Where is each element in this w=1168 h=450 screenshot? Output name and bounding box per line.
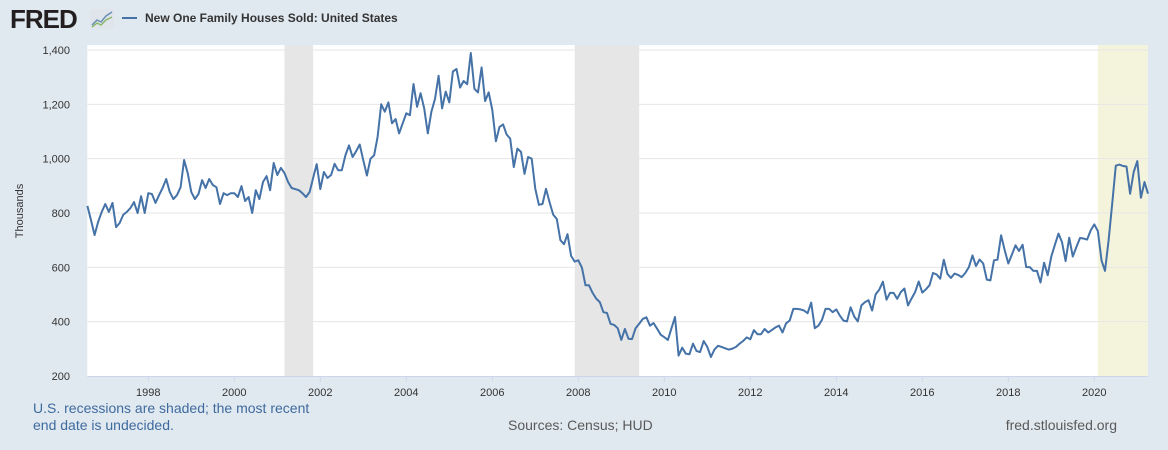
legend: New One Family Houses Sold: United State… (122, 11, 398, 25)
recession-band (574, 45, 640, 377)
x-tick-label: 2014 (824, 387, 848, 399)
y-tick-label: 1,000 (42, 154, 70, 166)
y-tick-label: 200 (52, 371, 70, 383)
y-tick-label: 1,400 (42, 45, 70, 57)
recession-band (284, 45, 314, 377)
x-tick-label: 2018 (996, 387, 1020, 399)
y-tick-label: 1,200 (42, 99, 70, 111)
legend-label: New One Family Houses Sold: United State… (145, 11, 398, 25)
fred-logo[interactable]: FRED (10, 4, 78, 34)
recession-note: U.S. recessions are shaded; the most rec… (33, 400, 310, 433)
sources-text: Sources: Census; HUD (508, 417, 653, 433)
line-chart-icon (90, 9, 114, 29)
x-tick-label: 2010 (652, 387, 676, 399)
x-tick-label: 2002 (308, 387, 332, 399)
x-tick-label: 2020 (1082, 387, 1106, 399)
x-tick-label: 2016 (910, 387, 934, 399)
y-tick-label: 600 (52, 262, 70, 274)
y-axis-label: Thousands (14, 183, 27, 239)
recession-band (1097, 45, 1148, 377)
x-tick-label: 1998 (136, 387, 160, 399)
x-tick-label: 2006 (480, 387, 504, 399)
x-tick-label: 2008 (566, 387, 590, 399)
site-link[interactable]: fred.stlouisfed.org (1005, 417, 1117, 433)
legend-line-swatch (122, 17, 137, 19)
y-tick-label: 800 (52, 208, 70, 220)
series-line (86, 52, 1149, 358)
x-tick-label: 2012 (738, 387, 762, 399)
y-tick-label: 400 (52, 317, 70, 329)
x-tick-label: 2000 (222, 387, 246, 399)
x-tick-label: 2004 (394, 387, 418, 399)
